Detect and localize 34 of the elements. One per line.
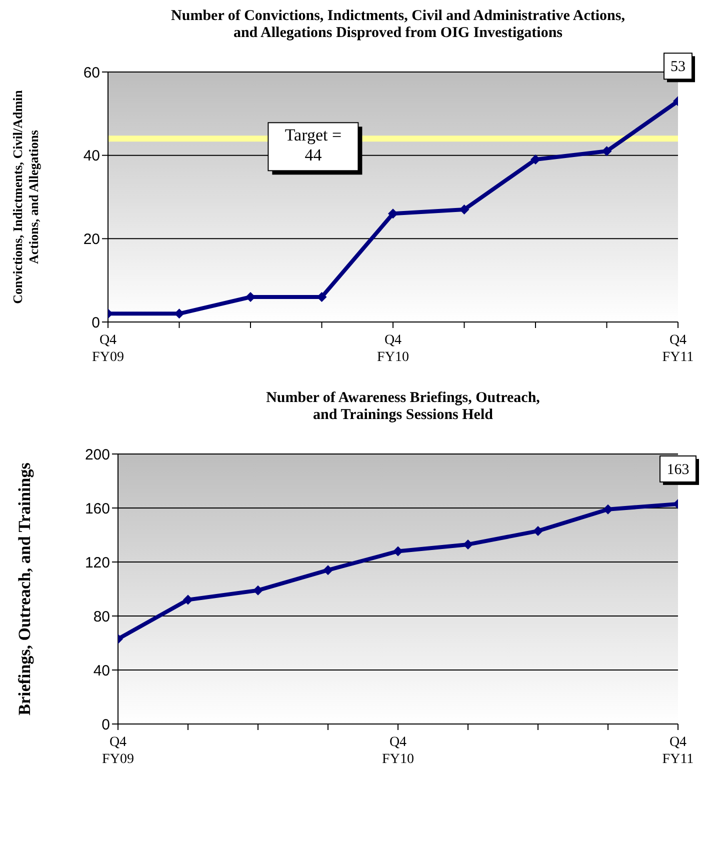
- y-tick-label: 40: [93, 662, 110, 680]
- point: [459, 204, 470, 214]
- x-tick-label: Q4 FY09: [102, 735, 134, 767]
- y-tick-label: 120: [84, 554, 110, 572]
- point: [253, 585, 263, 596]
- y-tick-label: 0: [102, 716, 110, 734]
- x-tick-label: Q4 FY10: [377, 333, 409, 365]
- y-tick-label: 20: [83, 230, 100, 248]
- data-label: 163: [666, 462, 690, 478]
- point: [602, 146, 612, 156]
- data-label: 53: [670, 59, 686, 76]
- point: [533, 526, 543, 536]
- point: [603, 504, 613, 514]
- y-tick-label: 160: [84, 500, 110, 518]
- point: [388, 208, 398, 219]
- x-tick-label: Q4 FY10: [382, 735, 414, 767]
- point: [393, 546, 403, 556]
- y-tick-label: 80: [93, 608, 110, 626]
- point: [463, 539, 473, 550]
- point: [323, 565, 333, 576]
- x-tick-label: Q4 FY11: [662, 333, 694, 365]
- y-tick-label: 40: [83, 148, 100, 165]
- chart-title: Number of Awareness Briefings, Outreach, and Trainings Sessions Held: [265, 390, 541, 424]
- point: [530, 154, 540, 164]
- x-tick-label: Q4 FY09: [92, 333, 124, 365]
- y-axis-title: Briefings, Outreach, and Trainings: [15, 462, 34, 716]
- y-tick-label: 0: [92, 314, 100, 332]
- point: [183, 594, 193, 605]
- ref-line-label: Target = 44: [284, 126, 342, 165]
- y-axis-title: Convictions, Indictments, Civil/Admin Actions, and Allegations: [10, 89, 41, 304]
- y-tick-label: 200: [84, 446, 110, 464]
- x-tick-label: Q4 FY11: [662, 735, 694, 767]
- chart-title: Number of Convictions, Indictments, Civil and Administrative Actions, and Allegations Disproved from OIG Investigations: [170, 8, 626, 42]
- y-tick-label: 60: [83, 64, 100, 82]
